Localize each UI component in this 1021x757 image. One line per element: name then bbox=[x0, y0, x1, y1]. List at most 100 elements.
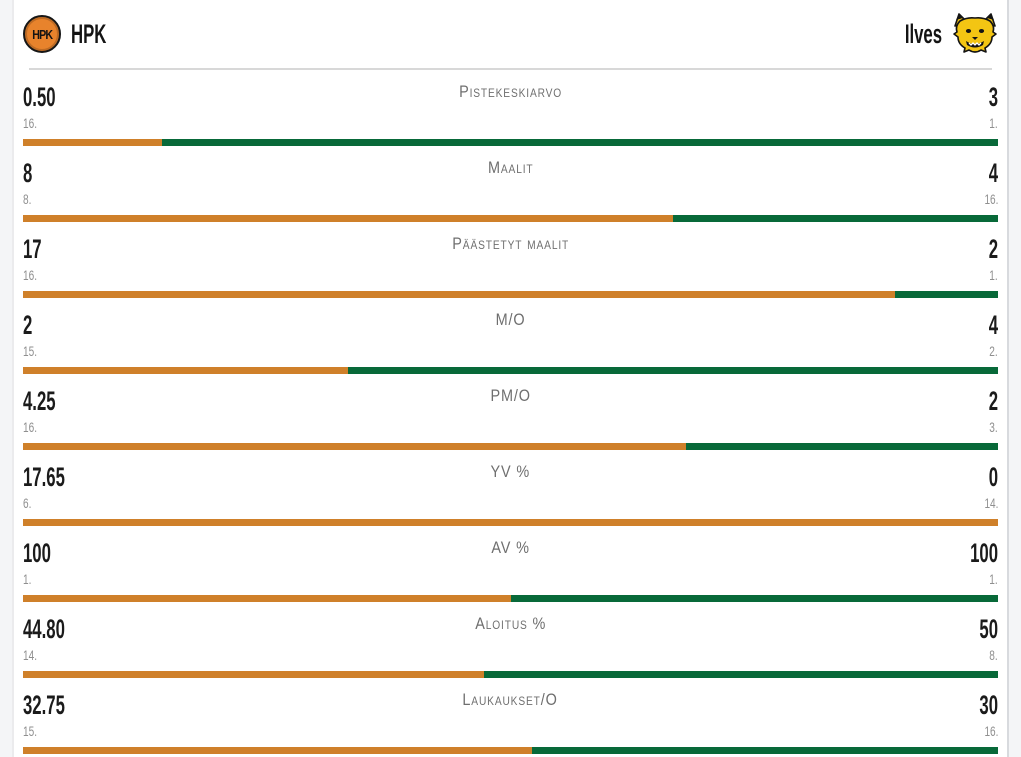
stat-row-grid: 2 15. M/O 4 2. bbox=[23, 310, 998, 359]
home-bar-segment bbox=[23, 367, 348, 374]
home-value: 8 bbox=[23, 158, 33, 188]
header-divider bbox=[29, 68, 992, 70]
stat-row-grid: 8 8. Maalit 4 16. bbox=[23, 158, 998, 207]
home-cell: 32.75 15. bbox=[23, 690, 454, 739]
stat-label: M/O bbox=[495, 310, 526, 329]
stat-row: 17 16. Päästetyt maalit 2 1. bbox=[14, 222, 1007, 298]
comparison-bar bbox=[23, 139, 998, 146]
stat-label-cell: PM/O bbox=[487, 386, 534, 406]
stat-label: Aloitus % bbox=[474, 614, 547, 633]
stat-row: 0.50 16. Pistekeskiarvo 3 1. bbox=[14, 70, 1007, 146]
away-value: 30 bbox=[979, 690, 998, 720]
away-rank: 14. bbox=[983, 495, 998, 511]
home-cell: 2 15. bbox=[23, 310, 493, 359]
stat-label: Päästetyt maalit bbox=[452, 234, 569, 253]
away-bar-segment bbox=[686, 443, 998, 450]
away-bar-segment bbox=[162, 139, 998, 146]
home-team-header[interactable]: HPK HPK bbox=[23, 15, 128, 53]
home-cell: 44.80 14. bbox=[23, 614, 469, 663]
away-value: 2 bbox=[988, 386, 998, 416]
away-cell: 0 14. bbox=[534, 464, 998, 511]
away-value: 3 bbox=[988, 82, 998, 112]
home-rank: 6. bbox=[23, 495, 32, 511]
comparison-bar bbox=[23, 367, 998, 374]
stat-row-grid: 17 16. Päästetyt maalit 2 1. bbox=[23, 234, 998, 283]
away-bar-segment bbox=[347, 367, 998, 374]
stat-label-cell: YV % bbox=[487, 463, 534, 482]
stat-label-cell: M/O bbox=[493, 310, 528, 330]
home-cell: 4.25 16. bbox=[23, 386, 487, 435]
home-team-name[interactable]: HPK bbox=[71, 18, 107, 49]
comparison-bar bbox=[23, 291, 998, 298]
stat-row: 4.25 16. PM/O 2 3. bbox=[14, 374, 1007, 450]
home-rank: 16. bbox=[23, 267, 38, 283]
hpk-logo-icon[interactable]: HPK bbox=[23, 15, 61, 53]
hpk-logo-text: HPK bbox=[31, 26, 53, 42]
away-cell: 2 1. bbox=[579, 234, 998, 283]
home-rank: 8. bbox=[23, 191, 32, 207]
away-value: 2 bbox=[988, 234, 998, 264]
stat-row: 8 8. Maalit 4 16. bbox=[14, 146, 1007, 222]
away-cell: 50 8. bbox=[552, 616, 998, 663]
away-bar-segment bbox=[483, 671, 998, 678]
home-bar-segment bbox=[23, 443, 686, 450]
home-rank: 15. bbox=[23, 723, 38, 739]
comparison-bar bbox=[23, 595, 998, 602]
home-value: 100 bbox=[23, 538, 51, 568]
away-bar-segment bbox=[531, 747, 998, 754]
home-value: 44.80 bbox=[23, 614, 65, 644]
away-rank: 8. bbox=[989, 647, 998, 663]
away-cell: 30 16. bbox=[567, 690, 998, 739]
home-rank: 1. bbox=[23, 571, 32, 587]
home-cell: 0.50 16. bbox=[23, 82, 450, 131]
away-value: 100 bbox=[970, 538, 998, 568]
away-cell: 3 1. bbox=[571, 82, 998, 131]
away-rank: 2. bbox=[989, 343, 998, 359]
home-value: 32.75 bbox=[23, 690, 65, 720]
comparison-bar bbox=[23, 671, 998, 678]
away-cell: 4 16. bbox=[537, 158, 998, 207]
stat-label-cell: Pistekeskiarvo bbox=[450, 83, 571, 102]
home-value: 0.50 bbox=[23, 82, 56, 112]
stat-row-grid: 4.25 16. PM/O 2 3. bbox=[23, 386, 998, 435]
home-bar-segment bbox=[23, 595, 511, 602]
home-cell: 8 8. bbox=[23, 158, 484, 207]
home-cell: 17 16. bbox=[23, 236, 442, 283]
away-cell: 2 3. bbox=[534, 386, 998, 435]
home-rank: 16. bbox=[23, 419, 38, 435]
away-team-header[interactable]: Ilves bbox=[882, 12, 998, 56]
teams-header: HPK HPK Ilves bbox=[14, 0, 1007, 68]
away-team-name[interactable]: Ilves bbox=[904, 18, 942, 49]
home-bar-segment bbox=[23, 519, 998, 526]
stat-label: Maalit bbox=[487, 158, 534, 177]
comparison-bar bbox=[23, 747, 998, 754]
home-cell: 100 1. bbox=[23, 538, 488, 587]
stat-row: 2 15. M/O 4 2. bbox=[14, 298, 1007, 374]
away-rank: 1. bbox=[989, 115, 998, 131]
stat-label-cell: Maalit bbox=[484, 158, 538, 178]
away-value: 4 bbox=[988, 158, 998, 188]
home-rank: 16. bbox=[23, 115, 38, 131]
stat-row-grid: 0.50 16. Pistekeskiarvo 3 1. bbox=[23, 82, 998, 131]
home-value: 4.25 bbox=[23, 386, 56, 416]
home-bar-segment bbox=[23, 215, 673, 222]
stat-row-grid: 32.75 15. Laukaukset/O 30 16. bbox=[23, 690, 998, 739]
stat-label: Laukaukset/O bbox=[462, 690, 559, 709]
away-rank: 16. bbox=[983, 191, 998, 207]
away-rank: 1. bbox=[989, 267, 998, 283]
stat-label: PM/O bbox=[490, 386, 531, 405]
stat-label-cell: Laukaukset/O bbox=[454, 690, 566, 710]
stat-label: AV % bbox=[491, 538, 530, 557]
stat-label-cell: AV % bbox=[488, 538, 533, 558]
home-value: 2 bbox=[23, 310, 33, 340]
stat-row-grid: 100 1. AV % 100 1. bbox=[23, 538, 998, 587]
stat-row: 44.80 14. Aloitus % 50 8. bbox=[14, 602, 1007, 678]
ilves-lynx-logo-icon[interactable] bbox=[952, 12, 998, 56]
home-bar-segment bbox=[23, 291, 896, 298]
home-rank: 14. bbox=[23, 647, 38, 663]
home-cell: 17.65 6. bbox=[23, 462, 487, 511]
away-bar-segment bbox=[672, 215, 998, 222]
home-bar-segment bbox=[23, 671, 484, 678]
stat-label-cell: Päästetyt maalit bbox=[442, 234, 579, 254]
home-value: 17.65 bbox=[23, 462, 65, 492]
